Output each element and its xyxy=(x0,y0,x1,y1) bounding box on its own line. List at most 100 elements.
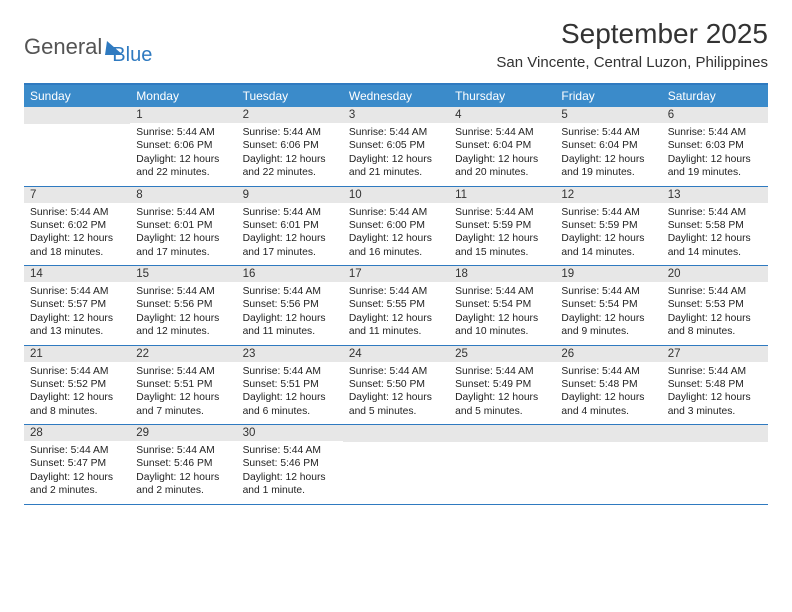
day-number xyxy=(343,425,449,442)
day-cell: 19Sunrise: 5:44 AMSunset: 5:54 PMDayligh… xyxy=(555,266,661,345)
sunrise-text: Sunrise: 5:44 AM xyxy=(349,365,443,378)
daylight-text: Daylight: 12 hours and 20 minutes. xyxy=(455,153,549,180)
day-cell: 23Sunrise: 5:44 AMSunset: 5:51 PMDayligh… xyxy=(237,346,343,425)
daylight-text: Daylight: 12 hours and 3 minutes. xyxy=(668,391,762,418)
day-number: 8 xyxy=(130,187,236,203)
day-cell: 25Sunrise: 5:44 AMSunset: 5:49 PMDayligh… xyxy=(449,346,555,425)
sunrise-text: Sunrise: 5:44 AM xyxy=(30,285,124,298)
day-number: 21 xyxy=(24,346,130,362)
sunrise-text: Sunrise: 5:44 AM xyxy=(136,444,230,457)
sunrise-text: Sunrise: 5:44 AM xyxy=(136,285,230,298)
header: General Blue September 2025 San Vincente… xyxy=(24,18,768,71)
daylight-text: Daylight: 12 hours and 11 minutes. xyxy=(349,312,443,339)
sunrise-text: Sunrise: 5:44 AM xyxy=(561,206,655,219)
day-number xyxy=(24,107,130,124)
title-block: September 2025 San Vincente, Central Luz… xyxy=(496,18,768,71)
week-row: 14Sunrise: 5:44 AMSunset: 5:57 PMDayligh… xyxy=(24,266,768,346)
day-number: 3 xyxy=(343,107,449,123)
day-number: 20 xyxy=(662,266,768,282)
day-cell xyxy=(555,425,661,504)
daylight-text: Daylight: 12 hours and 5 minutes. xyxy=(349,391,443,418)
day-detail: Sunrise: 5:44 AMSunset: 5:56 PMDaylight:… xyxy=(237,282,343,345)
day-detail: Sunrise: 5:44 AMSunset: 5:57 PMDaylight:… xyxy=(24,282,130,345)
dow-saturday: Saturday xyxy=(662,85,768,107)
day-number: 23 xyxy=(237,346,343,362)
day-detail: Sunrise: 5:44 AMSunset: 5:59 PMDaylight:… xyxy=(449,203,555,266)
day-detail: Sunrise: 5:44 AMSunset: 6:00 PMDaylight:… xyxy=(343,203,449,266)
daylight-text: Daylight: 12 hours and 6 minutes. xyxy=(243,391,337,418)
day-cell: 24Sunrise: 5:44 AMSunset: 5:50 PMDayligh… xyxy=(343,346,449,425)
day-detail xyxy=(24,124,130,178)
sunset-text: Sunset: 5:52 PM xyxy=(30,378,124,391)
day-detail xyxy=(449,442,555,496)
day-cell: 6Sunrise: 5:44 AMSunset: 6:03 PMDaylight… xyxy=(662,107,768,186)
day-number: 17 xyxy=(343,266,449,282)
sunset-text: Sunset: 5:56 PM xyxy=(136,298,230,311)
day-cell: 29Sunrise: 5:44 AMSunset: 5:46 PMDayligh… xyxy=(130,425,236,504)
sunrise-text: Sunrise: 5:44 AM xyxy=(243,444,337,457)
sunrise-text: Sunrise: 5:44 AM xyxy=(349,206,443,219)
day-cell: 13Sunrise: 5:44 AMSunset: 5:58 PMDayligh… xyxy=(662,187,768,266)
day-detail: Sunrise: 5:44 AMSunset: 6:06 PMDaylight:… xyxy=(130,123,236,186)
day-detail: Sunrise: 5:44 AMSunset: 5:48 PMDaylight:… xyxy=(662,362,768,425)
sunrise-text: Sunrise: 5:44 AM xyxy=(349,285,443,298)
day-number: 7 xyxy=(24,187,130,203)
day-number: 19 xyxy=(555,266,661,282)
dow-thursday: Thursday xyxy=(449,85,555,107)
day-detail: Sunrise: 5:44 AMSunset: 5:53 PMDaylight:… xyxy=(662,282,768,345)
daylight-text: Daylight: 12 hours and 9 minutes. xyxy=(561,312,655,339)
sunset-text: Sunset: 5:58 PM xyxy=(668,219,762,232)
sunset-text: Sunset: 6:06 PM xyxy=(136,139,230,152)
month-title: September 2025 xyxy=(496,18,768,50)
sunset-text: Sunset: 5:50 PM xyxy=(349,378,443,391)
day-cell: 26Sunrise: 5:44 AMSunset: 5:48 PMDayligh… xyxy=(555,346,661,425)
day-number xyxy=(449,425,555,442)
sunset-text: Sunset: 5:48 PM xyxy=(668,378,762,391)
day-cell: 30Sunrise: 5:44 AMSunset: 5:46 PMDayligh… xyxy=(237,425,343,504)
day-number: 28 xyxy=(24,425,130,441)
logo: General Blue xyxy=(24,18,152,67)
daylight-text: Daylight: 12 hours and 11 minutes. xyxy=(243,312,337,339)
day-cell xyxy=(24,107,130,186)
sunset-text: Sunset: 5:59 PM xyxy=(561,219,655,232)
day-detail: Sunrise: 5:44 AMSunset: 6:02 PMDaylight:… xyxy=(24,203,130,266)
day-detail: Sunrise: 5:44 AMSunset: 5:54 PMDaylight:… xyxy=(555,282,661,345)
sunrise-text: Sunrise: 5:44 AM xyxy=(455,365,549,378)
logo-text-general: General xyxy=(24,34,102,60)
day-cell: 8Sunrise: 5:44 AMSunset: 6:01 PMDaylight… xyxy=(130,187,236,266)
sunrise-text: Sunrise: 5:44 AM xyxy=(668,206,762,219)
sunrise-text: Sunrise: 5:44 AM xyxy=(243,206,337,219)
sunset-text: Sunset: 6:05 PM xyxy=(349,139,443,152)
sunrise-text: Sunrise: 5:44 AM xyxy=(136,126,230,139)
day-detail: Sunrise: 5:44 AMSunset: 5:55 PMDaylight:… xyxy=(343,282,449,345)
day-detail xyxy=(662,442,768,496)
day-cell xyxy=(449,425,555,504)
day-cell xyxy=(343,425,449,504)
day-detail: Sunrise: 5:44 AMSunset: 6:04 PMDaylight:… xyxy=(555,123,661,186)
sunset-text: Sunset: 5:47 PM xyxy=(30,457,124,470)
day-cell: 28Sunrise: 5:44 AMSunset: 5:47 PMDayligh… xyxy=(24,425,130,504)
sunset-text: Sunset: 6:02 PM xyxy=(30,219,124,232)
day-cell: 27Sunrise: 5:44 AMSunset: 5:48 PMDayligh… xyxy=(662,346,768,425)
day-cell: 18Sunrise: 5:44 AMSunset: 5:54 PMDayligh… xyxy=(449,266,555,345)
dow-sunday: Sunday xyxy=(24,85,130,107)
day-cell: 3Sunrise: 5:44 AMSunset: 6:05 PMDaylight… xyxy=(343,107,449,186)
sunset-text: Sunset: 5:57 PM xyxy=(30,298,124,311)
sunset-text: Sunset: 6:03 PM xyxy=(668,139,762,152)
day-number: 13 xyxy=(662,187,768,203)
dow-wednesday: Wednesday xyxy=(343,85,449,107)
day-detail: Sunrise: 5:44 AMSunset: 5:46 PMDaylight:… xyxy=(130,441,236,504)
day-detail: Sunrise: 5:44 AMSunset: 5:46 PMDaylight:… xyxy=(237,441,343,504)
sunrise-text: Sunrise: 5:44 AM xyxy=(455,206,549,219)
day-cell: 16Sunrise: 5:44 AMSunset: 5:56 PMDayligh… xyxy=(237,266,343,345)
day-cell: 17Sunrise: 5:44 AMSunset: 5:55 PMDayligh… xyxy=(343,266,449,345)
sunrise-text: Sunrise: 5:44 AM xyxy=(243,285,337,298)
day-detail xyxy=(555,442,661,496)
sunrise-text: Sunrise: 5:44 AM xyxy=(668,285,762,298)
day-number: 25 xyxy=(449,346,555,362)
day-cell: 9Sunrise: 5:44 AMSunset: 6:01 PMDaylight… xyxy=(237,187,343,266)
day-detail: Sunrise: 5:44 AMSunset: 6:03 PMDaylight:… xyxy=(662,123,768,186)
sunset-text: Sunset: 5:55 PM xyxy=(349,298,443,311)
daylight-text: Daylight: 12 hours and 4 minutes. xyxy=(561,391,655,418)
daylight-text: Daylight: 12 hours and 13 minutes. xyxy=(30,312,124,339)
